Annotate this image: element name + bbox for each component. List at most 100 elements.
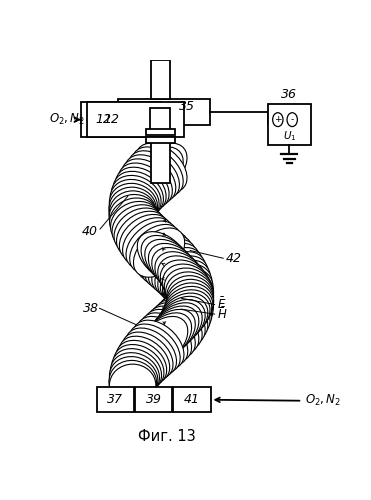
Ellipse shape: [109, 356, 158, 400]
Ellipse shape: [114, 344, 164, 390]
Ellipse shape: [109, 187, 157, 230]
Ellipse shape: [130, 224, 181, 274]
Ellipse shape: [136, 143, 187, 192]
Ellipse shape: [122, 332, 173, 380]
Ellipse shape: [137, 316, 188, 366]
Ellipse shape: [109, 194, 157, 237]
Ellipse shape: [122, 332, 173, 380]
Bar: [146, 129, 175, 135]
Ellipse shape: [110, 180, 159, 222]
Ellipse shape: [109, 364, 156, 406]
Ellipse shape: [116, 211, 167, 257]
Ellipse shape: [129, 324, 180, 373]
Ellipse shape: [137, 232, 188, 281]
Text: 42: 42: [226, 252, 242, 265]
Ellipse shape: [113, 172, 164, 216]
Ellipse shape: [148, 244, 200, 292]
Ellipse shape: [141, 236, 192, 284]
Ellipse shape: [141, 236, 192, 284]
Ellipse shape: [109, 187, 157, 230]
Ellipse shape: [140, 313, 191, 362]
Text: 40: 40: [82, 225, 98, 238]
Ellipse shape: [137, 316, 188, 366]
Ellipse shape: [118, 163, 169, 210]
Ellipse shape: [121, 159, 173, 206]
Ellipse shape: [122, 218, 174, 266]
Ellipse shape: [133, 320, 184, 370]
Ellipse shape: [165, 283, 214, 326]
Text: 41: 41: [184, 394, 200, 406]
Ellipse shape: [145, 240, 196, 288]
Ellipse shape: [112, 205, 162, 249]
Bar: [118, 98, 210, 126]
Ellipse shape: [114, 208, 164, 253]
Ellipse shape: [116, 340, 167, 386]
Ellipse shape: [128, 151, 180, 200]
Ellipse shape: [114, 344, 164, 390]
Ellipse shape: [148, 244, 200, 292]
Ellipse shape: [158, 256, 208, 301]
Ellipse shape: [162, 264, 212, 308]
Ellipse shape: [110, 180, 159, 222]
Ellipse shape: [125, 328, 177, 376]
Bar: [151, 126, 170, 183]
Ellipse shape: [167, 276, 214, 318]
Bar: [173, 387, 211, 412]
Ellipse shape: [118, 163, 169, 210]
Ellipse shape: [162, 290, 212, 334]
Text: $O_2, N_2$: $O_2, N_2$: [305, 393, 341, 408]
Text: 35: 35: [179, 100, 195, 112]
Ellipse shape: [119, 336, 170, 383]
Ellipse shape: [119, 214, 170, 262]
Ellipse shape: [158, 256, 208, 301]
Ellipse shape: [164, 268, 213, 311]
Ellipse shape: [154, 300, 205, 346]
Ellipse shape: [109, 184, 158, 226]
Ellipse shape: [111, 176, 161, 219]
Ellipse shape: [109, 191, 156, 233]
Ellipse shape: [113, 172, 164, 216]
Ellipse shape: [160, 260, 210, 304]
Ellipse shape: [164, 286, 213, 330]
Ellipse shape: [144, 310, 195, 358]
Ellipse shape: [109, 198, 158, 241]
Text: +: +: [274, 115, 282, 124]
Ellipse shape: [126, 221, 177, 270]
Text: -: -: [290, 115, 294, 124]
Text: $U_1$: $U_1$: [283, 129, 296, 142]
Bar: [150, 108, 170, 131]
Ellipse shape: [109, 364, 156, 406]
Ellipse shape: [125, 155, 176, 203]
Bar: [97, 387, 134, 412]
Ellipse shape: [111, 202, 160, 245]
Ellipse shape: [132, 147, 183, 196]
Bar: [146, 136, 175, 143]
Ellipse shape: [166, 272, 214, 314]
Ellipse shape: [109, 356, 158, 400]
Ellipse shape: [167, 280, 214, 322]
Ellipse shape: [151, 302, 202, 350]
Ellipse shape: [140, 313, 191, 362]
Ellipse shape: [129, 324, 180, 373]
Ellipse shape: [165, 283, 214, 326]
Ellipse shape: [121, 159, 173, 206]
Ellipse shape: [154, 300, 205, 346]
Ellipse shape: [155, 252, 206, 298]
Ellipse shape: [137, 232, 188, 281]
Ellipse shape: [134, 228, 185, 277]
Ellipse shape: [114, 208, 164, 253]
Ellipse shape: [134, 228, 185, 277]
Ellipse shape: [148, 306, 199, 354]
Ellipse shape: [133, 320, 184, 370]
Ellipse shape: [115, 167, 166, 212]
Ellipse shape: [119, 336, 170, 383]
Ellipse shape: [160, 260, 210, 304]
Ellipse shape: [132, 147, 183, 196]
Ellipse shape: [160, 293, 210, 338]
Bar: [151, 60, 170, 98]
Ellipse shape: [152, 248, 203, 294]
Ellipse shape: [110, 352, 160, 396]
Ellipse shape: [151, 302, 202, 350]
Ellipse shape: [130, 224, 181, 274]
Ellipse shape: [116, 340, 167, 386]
